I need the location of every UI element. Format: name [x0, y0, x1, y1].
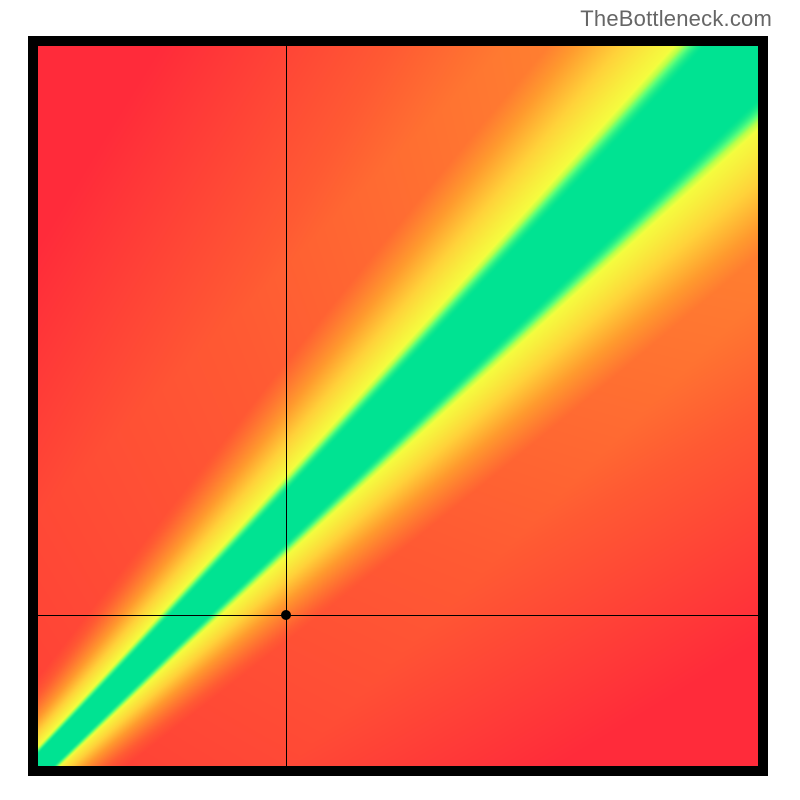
plot-frame [28, 36, 768, 776]
heatmap-canvas [38, 46, 758, 766]
marker-dot [281, 610, 291, 620]
crosshair-horizontal [38, 615, 758, 616]
watermark-text: TheBottleneck.com [580, 6, 772, 32]
chart-container: { "watermark": "TheBottleneck.com", "plo… [0, 0, 800, 800]
crosshair-vertical [286, 46, 287, 766]
